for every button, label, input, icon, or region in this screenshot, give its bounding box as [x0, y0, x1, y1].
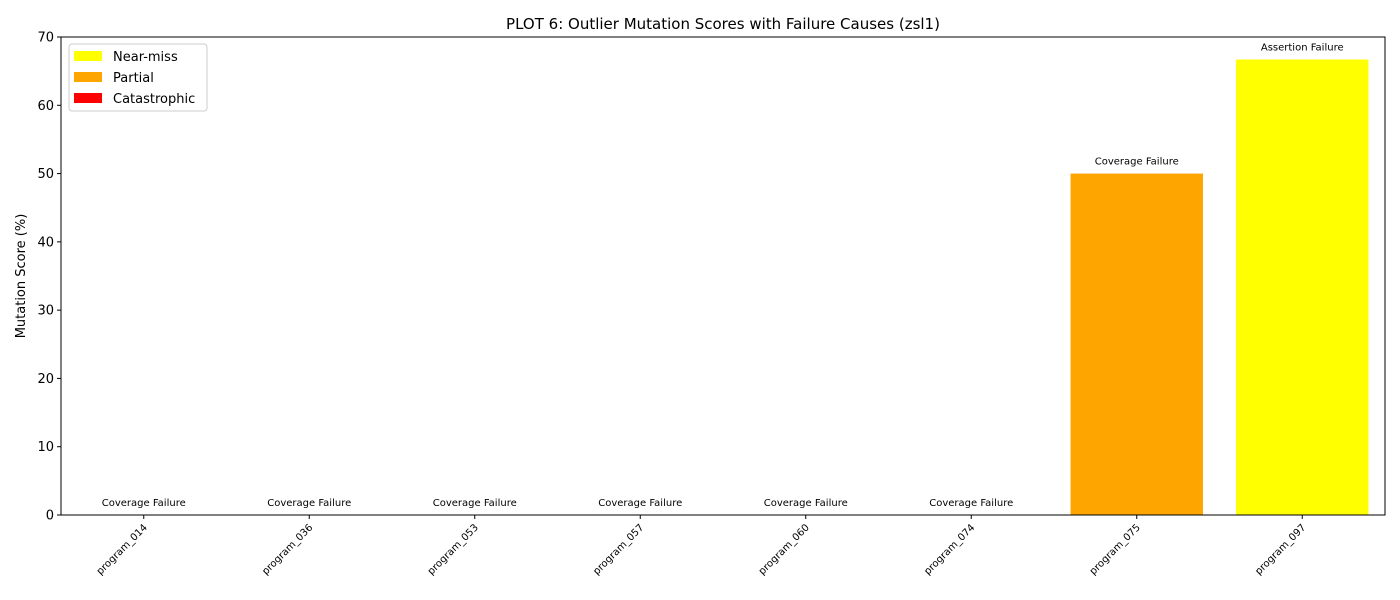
legend: Near-miss Partial Catastrophic: [68, 43, 208, 112]
legend-box: [68, 43, 208, 112]
legend-label-partial: Partial: [113, 71, 154, 86]
bar-annotation-program_075: Coverage Failure: [1095, 157, 1179, 168]
y-tick-label-30: 30: [37, 304, 54, 319]
bar-program_075: [1070, 173, 1203, 516]
y-axis-label: Mutation Score (%): [14, 214, 29, 339]
bar-annotations: Coverage Failure Coverage Failure Coverage…: [102, 43, 1344, 509]
legend-swatch-catastrophic: [74, 93, 102, 103]
x-tick-label-program_060: program_060: [757, 522, 812, 577]
x-tick-label-program_074: program_074: [922, 522, 977, 577]
plot-frame: [60, 36, 1386, 516]
x-axis: program_014 program_036 program_053 program…: [95, 515, 1308, 577]
bar-annotation-program_074: Coverage Failure: [929, 498, 1013, 509]
bar-annotation-program_014: Coverage Failure: [102, 498, 186, 509]
y-tick-label-70: 70: [37, 31, 54, 46]
x-tick-label-program_097: program_097: [1253, 522, 1308, 577]
bar-annotation-program_036: Coverage Failure: [267, 498, 351, 509]
x-tick-label-program_075: program_075: [1088, 522, 1143, 577]
y-tick-label-60: 60: [37, 99, 54, 114]
y-tick-label-0: 0: [46, 509, 54, 524]
x-tick-label-program_057: program_057: [591, 522, 646, 577]
y-tick-label-10: 10: [37, 440, 54, 455]
chart-title: PLOT 6: Outlier Mutation Scores with Fai…: [506, 15, 940, 33]
bars-layer: [1070, 59, 1369, 516]
bar-annotation-program_057: Coverage Failure: [598, 498, 682, 509]
x-tick-label-program_036: program_036: [260, 522, 315, 577]
x-tick-label-program_014: program_014: [95, 522, 150, 577]
y-tick-label-20: 20: [37, 372, 54, 387]
bar-annotation-program_053: Coverage Failure: [433, 498, 517, 509]
y-tick-label-40: 40: [37, 235, 54, 250]
legend-label-near-miss: Near-miss: [113, 50, 178, 65]
y-axis: 0 10 20 30 40 50 60 70: [37, 31, 61, 524]
legend-swatch-partial: [74, 72, 102, 82]
bar-annotation-program_097: Assertion Failure: [1261, 43, 1344, 54]
x-tick-label-program_053: program_053: [426, 522, 481, 577]
legend-swatch-near-miss: [74, 51, 102, 61]
bar-annotation-program_060: Coverage Failure: [764, 498, 848, 509]
bar-program_097: [1236, 59, 1369, 515]
legend-label-catastrophic: Catastrophic: [113, 92, 195, 107]
y-tick-label-50: 50: [37, 167, 54, 182]
